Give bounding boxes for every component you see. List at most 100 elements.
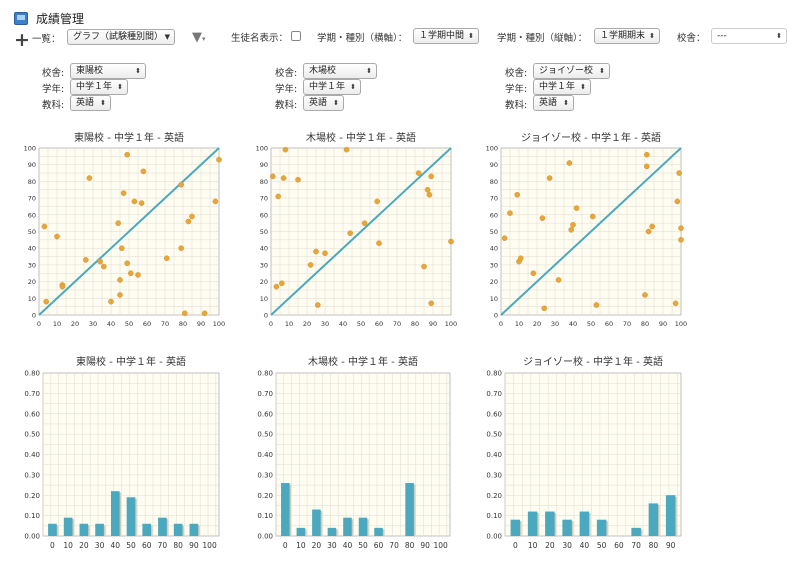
y-tick-label: 80 xyxy=(28,178,36,186)
data-point xyxy=(530,270,537,277)
data-point xyxy=(313,248,319,255)
term-y-select[interactable]: １学期期末 ⬍ xyxy=(594,28,660,44)
bar xyxy=(281,483,290,536)
x-tick-label: 10 xyxy=(528,541,538,550)
bar xyxy=(126,497,136,536)
app-title: 成績管理 xyxy=(36,11,85,26)
data-point xyxy=(178,245,184,251)
term-x-value: １学期中間 xyxy=(419,31,465,41)
x-tick-label: 90 xyxy=(429,320,437,328)
data-point xyxy=(212,198,219,205)
x-tick-label: 60 xyxy=(614,541,624,550)
data-point xyxy=(570,222,576,228)
list-label: 一覧： xyxy=(32,34,61,45)
x-tick-label: 30 xyxy=(89,320,97,328)
bar xyxy=(173,523,183,536)
app-header: 成績管理 xyxy=(14,9,84,27)
x-tick-label: 10 xyxy=(515,320,523,328)
grade-filter-value: 中学１年 xyxy=(309,82,346,92)
grade-filter-select[interactable]: 中学１年 ⬍ xyxy=(70,79,128,95)
diagonal-line xyxy=(38,147,220,316)
grade-filter-value: 中学１年 xyxy=(539,82,576,92)
x-tick-label: 100 xyxy=(445,320,457,328)
x-tick-label: 30 xyxy=(95,541,105,550)
x-tick-label: 40 xyxy=(569,320,577,328)
grade-filter-select[interactable]: 中学１年 ⬍ xyxy=(533,79,591,95)
chart-title: 東陽校 - 中学１年 - 英語 xyxy=(74,131,184,144)
y-tick-label: 0.50 xyxy=(257,431,273,439)
x-tick-label: 0 xyxy=(513,541,518,550)
y-tick-label: 0.50 xyxy=(486,431,502,439)
subject-filter-value: 英語 xyxy=(309,98,328,108)
term-x-select[interactable]: １学期中間 ⬍ xyxy=(413,28,479,44)
list-view-select[interactable]: グラフ（試験種別間） ▼ xyxy=(67,29,175,45)
y-tick-label: 10 xyxy=(490,295,498,303)
data-point xyxy=(120,190,127,196)
data-point xyxy=(674,198,681,205)
updown-arrow-icon: ⬍ xyxy=(117,83,123,91)
school-filter-select[interactable]: ジョイゾー校 ⬍ xyxy=(533,63,610,79)
data-point xyxy=(672,300,679,307)
grade-filter-label: 学年: xyxy=(275,84,298,95)
updown-arrow-icon: ⬍ xyxy=(776,32,782,40)
x-tick-label: 20 xyxy=(79,541,89,550)
subject-filter-select[interactable]: 英語 ⬍ xyxy=(303,95,344,111)
x-tick-label: 0 xyxy=(50,541,55,550)
y-tick-label: 0.20 xyxy=(486,492,502,500)
school-select[interactable]: --- ⬍ xyxy=(711,28,787,44)
x-tick-label: 30 xyxy=(327,541,337,550)
grade-filter-select[interactable]: 中学１年 ⬍ xyxy=(303,79,361,95)
add-icon[interactable]: + xyxy=(14,29,30,51)
data-point xyxy=(426,191,433,198)
y-tick-label: 0.40 xyxy=(24,451,40,459)
filter-icon[interactable]: ▼▾ xyxy=(192,30,206,45)
x-tick-label: 90 xyxy=(189,541,199,550)
y-tick-label: 20 xyxy=(490,278,498,286)
bar xyxy=(579,511,590,536)
x-tick-label: 0 xyxy=(283,541,288,550)
x-tick-label: 60 xyxy=(605,320,613,328)
data-point xyxy=(361,220,368,226)
data-point xyxy=(428,173,435,180)
school-filter-select[interactable]: 東陽校 ⬍ xyxy=(70,63,146,79)
term-y-value: １学期期末 xyxy=(600,31,646,41)
student-name-checkbox[interactable] xyxy=(291,31,301,41)
data-point xyxy=(448,238,454,245)
histogram-chart: 木場校 - 中学１年 - 英語 0.00 0.10 0.20 0.30 0.40 0.50 0… xyxy=(257,355,451,550)
y-tick-label: 0.80 xyxy=(486,370,502,378)
data-point xyxy=(376,240,382,246)
x-tick-label: 40 xyxy=(343,541,353,550)
data-point xyxy=(566,160,573,166)
x-tick-label: 20 xyxy=(533,320,541,328)
data-point xyxy=(101,263,107,270)
subject-filter-value: 英語 xyxy=(76,98,95,108)
data-point xyxy=(642,292,648,298)
x-tick-label: 70 xyxy=(389,541,399,550)
x-tick-label: 90 xyxy=(197,320,205,328)
data-point xyxy=(131,198,138,205)
x-tick-label: 100 xyxy=(213,320,225,328)
y-tick-label: 10 xyxy=(28,295,36,303)
data-point xyxy=(415,170,422,176)
school-label: 校舎： xyxy=(677,33,706,44)
bar xyxy=(110,491,120,536)
school-filter-select[interactable]: 木場校 ⬍ xyxy=(303,63,377,79)
bar xyxy=(374,527,383,536)
data-point xyxy=(124,151,130,158)
data-point xyxy=(117,277,123,283)
updown-arrow-icon: ⬍ xyxy=(135,67,141,75)
y-tick-label: 70 xyxy=(490,195,498,203)
updown-arrow-icon: ⬍ xyxy=(563,99,569,107)
y-tick-label: 70 xyxy=(28,195,36,203)
x-tick-label: 90 xyxy=(659,320,667,328)
subject-filter-select[interactable]: 英語 ⬍ xyxy=(70,95,111,111)
y-tick-label: 30 xyxy=(260,261,268,269)
y-tick-label: 0 xyxy=(32,312,36,320)
subject-filter-select[interactable]: 英語 ⬍ xyxy=(533,95,574,111)
grade-filter-label: 学年: xyxy=(42,84,65,95)
data-point xyxy=(507,210,513,216)
y-tick-label: 0.10 xyxy=(24,512,40,520)
scatter-chart: ジョイゾー校 - 中学１年 - 英語0 10 20 30 40 50 60 70 80 90 100… xyxy=(486,131,688,328)
y-tick-label: 0.60 xyxy=(24,410,40,418)
